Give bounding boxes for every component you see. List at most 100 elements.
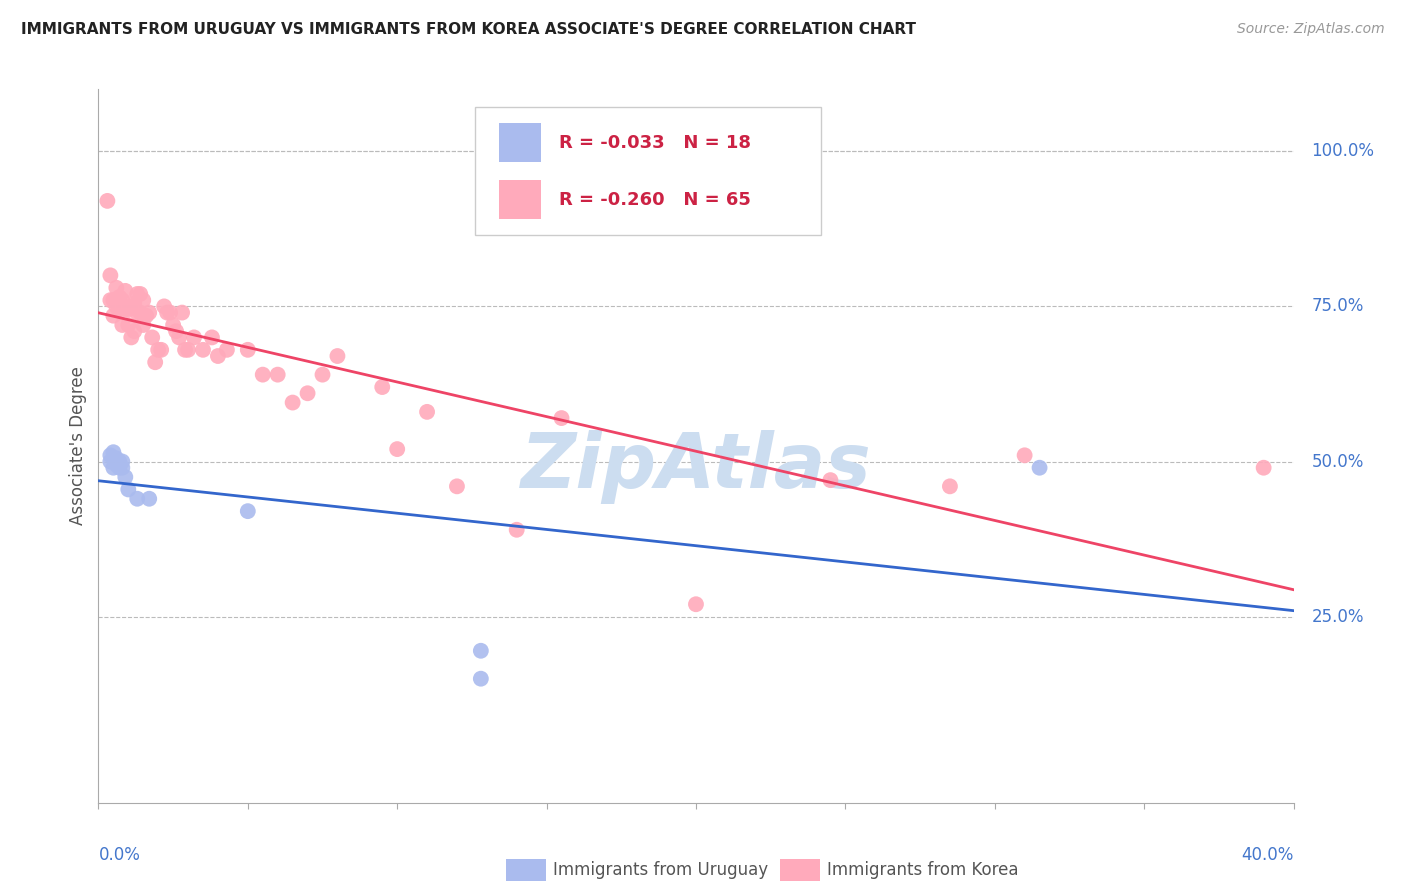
Point <box>138 491 160 506</box>
Point <box>114 470 136 484</box>
Point <box>820 473 842 487</box>
Text: IMMIGRANTS FROM URUGUAY VS IMMIGRANTS FROM KOREA ASSOCIATE'S DEGREE CORRELATION : IMMIGRANTS FROM URUGUAY VS IMMIGRANTS FR… <box>21 22 917 37</box>
Point <box>111 454 134 468</box>
Point <box>267 368 290 382</box>
Point <box>129 305 152 319</box>
Point <box>124 296 146 310</box>
Point <box>96 194 118 208</box>
Point <box>98 454 122 468</box>
Point <box>114 302 136 317</box>
Point <box>127 491 149 506</box>
Point <box>111 460 134 475</box>
Point <box>297 386 319 401</box>
Point <box>135 309 157 323</box>
Point <box>177 343 200 357</box>
Point <box>207 349 229 363</box>
Point <box>108 460 131 475</box>
Point <box>167 330 190 344</box>
Point <box>108 290 131 304</box>
Point <box>105 451 128 466</box>
Point <box>550 411 572 425</box>
Point <box>120 330 142 344</box>
Point <box>105 299 128 313</box>
Point <box>470 644 492 658</box>
Point <box>117 302 139 317</box>
Point <box>143 355 166 369</box>
Text: R = -0.260   N = 65: R = -0.260 N = 65 <box>558 191 751 209</box>
Point <box>215 343 238 357</box>
Point <box>252 368 274 382</box>
Point <box>105 281 128 295</box>
Point <box>98 448 122 462</box>
Point <box>236 504 259 518</box>
Bar <box>499 180 540 219</box>
Point <box>103 445 125 459</box>
Point <box>153 299 176 313</box>
Text: 40.0%: 40.0% <box>1241 846 1294 863</box>
Point <box>98 293 122 308</box>
Point <box>162 318 184 332</box>
Point <box>470 672 492 686</box>
Point <box>416 405 439 419</box>
Point <box>124 324 146 338</box>
Point <box>236 343 259 357</box>
Point <box>174 343 197 357</box>
Text: 0.0%: 0.0% <box>98 846 141 863</box>
Point <box>165 324 187 338</box>
Point <box>98 268 122 283</box>
Text: 75.0%: 75.0% <box>1312 297 1364 316</box>
Point <box>371 380 394 394</box>
Text: 25.0%: 25.0% <box>1312 607 1364 625</box>
Point <box>1014 448 1036 462</box>
Point <box>1028 460 1050 475</box>
Point <box>117 318 139 332</box>
Point <box>111 318 134 332</box>
Point <box>191 343 214 357</box>
Text: R = -0.033   N = 18: R = -0.033 N = 18 <box>558 134 751 152</box>
Point <box>129 287 152 301</box>
FancyBboxPatch shape <box>475 107 821 235</box>
Point <box>1253 460 1275 475</box>
Point <box>105 458 128 472</box>
Point <box>506 523 529 537</box>
Point <box>138 305 160 319</box>
Text: 100.0%: 100.0% <box>1312 142 1375 161</box>
Point <box>183 330 205 344</box>
Bar <box>499 123 540 162</box>
Text: ZipAtlas: ZipAtlas <box>520 431 872 504</box>
Point <box>172 305 194 319</box>
Point <box>159 305 181 319</box>
Point <box>385 442 409 456</box>
Point <box>132 293 155 308</box>
Point <box>281 395 304 409</box>
Point <box>114 284 136 298</box>
Point <box>201 330 224 344</box>
Point <box>939 479 962 493</box>
Point <box>132 318 155 332</box>
Text: Immigrants from Uruguay: Immigrants from Uruguay <box>553 861 768 879</box>
Point <box>326 349 349 363</box>
Point <box>141 330 163 344</box>
Point <box>150 343 173 357</box>
Point <box>103 309 125 323</box>
Text: 50.0%: 50.0% <box>1312 452 1364 470</box>
Point <box>685 597 707 611</box>
Point <box>127 287 149 301</box>
Point <box>156 305 179 319</box>
Point <box>103 293 125 308</box>
Point <box>111 299 134 313</box>
Y-axis label: Associate's Degree: Associate's Degree <box>69 367 87 525</box>
Point <box>148 343 170 357</box>
Point <box>108 302 131 317</box>
Text: Source: ZipAtlas.com: Source: ZipAtlas.com <box>1237 22 1385 37</box>
Point <box>108 454 131 468</box>
Point <box>108 293 131 308</box>
Point <box>311 368 333 382</box>
Point <box>103 460 125 475</box>
Point <box>127 305 149 319</box>
Point <box>111 293 134 308</box>
Text: Immigrants from Korea: Immigrants from Korea <box>827 861 1018 879</box>
Point <box>117 483 139 497</box>
Point <box>446 479 468 493</box>
Point <box>120 299 142 313</box>
